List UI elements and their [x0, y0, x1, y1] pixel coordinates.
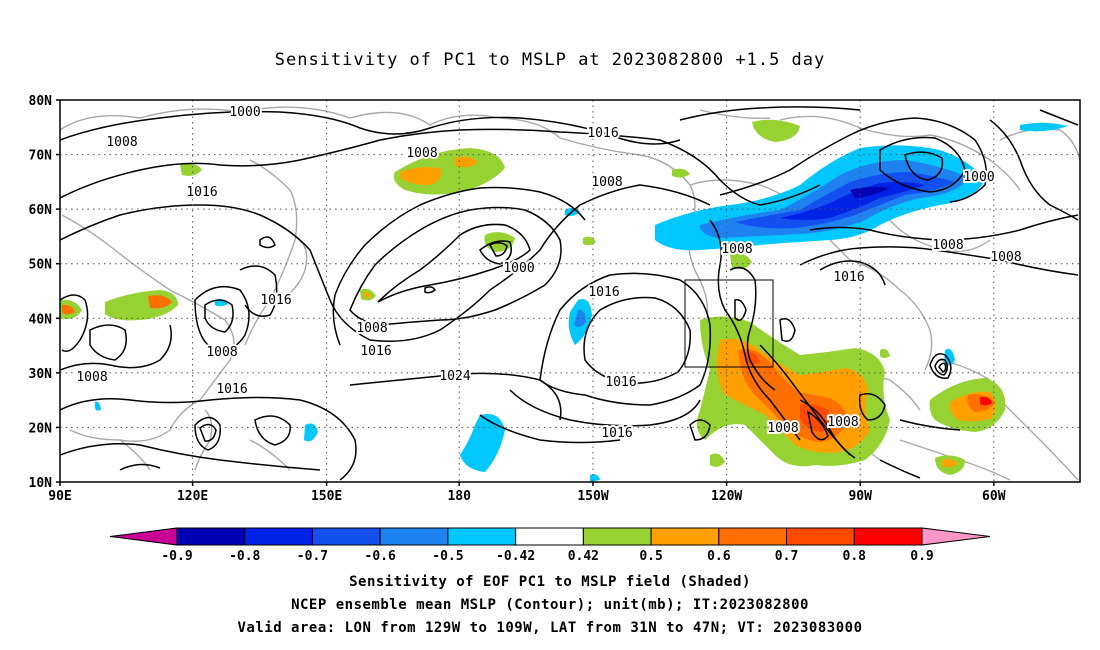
caption-line-3: Valid area: LON from 129W to 109W, LAT f…	[237, 620, 863, 636]
colorbar-swatch	[515, 527, 584, 546]
contour-label: 1008	[206, 345, 237, 360]
sensitivity-shading	[60, 119, 1068, 482]
contour-label: 1016	[216, 382, 247, 397]
colorbar-swatch	[786, 527, 855, 546]
contour-label: 1024	[439, 369, 470, 384]
colorbar-label: 0.7	[775, 549, 798, 564]
caption-line-2: NCEP ensemble mean MSLP (Contour); unit(…	[291, 597, 809, 613]
contour-label: 1008	[932, 238, 963, 253]
lat-label: 70N	[29, 149, 53, 164]
colorbar-swatch	[244, 527, 313, 546]
colorbar-swatch	[853, 527, 923, 546]
colorbar-high-triangle	[921, 527, 991, 546]
contour-label: 1008	[406, 146, 437, 161]
lat-label: 10N	[29, 476, 53, 491]
colorbar-label: 0.6	[707, 549, 731, 564]
lat-label: 20N	[29, 421, 53, 436]
lat-label: 60N	[29, 203, 53, 218]
contour-label: 1016	[186, 185, 217, 200]
lon-label: 90W	[848, 489, 872, 504]
caption-line-1: Sensitivity of EOF PC1 to MSLP field (Sh…	[349, 574, 751, 590]
colorbar-label: -0.6	[365, 549, 396, 564]
colorbar-swatch	[582, 527, 652, 546]
lat-label: 40N	[29, 312, 53, 327]
colorbar-low-triangle	[109, 527, 178, 546]
lon-label: 180	[447, 489, 471, 504]
lon-label: 60W	[982, 489, 1006, 504]
lon-label: 150E	[311, 489, 342, 504]
colorbar-label: -0.8	[229, 549, 260, 564]
map-title: Sensitivity of PC1 to MSLP at 2023082800…	[274, 50, 826, 70]
contour-labels: 1000 1008 1008 1016 1016 1008 1000 1016 1008 1016…	[74, 103, 1023, 443]
contour-label: 1000	[229, 105, 260, 120]
colorbar-swatch	[176, 527, 246, 546]
colorbar-swatch	[718, 527, 788, 546]
contour-label: 1016	[587, 126, 618, 141]
colorbar-label: -0.42	[496, 549, 535, 564]
colorbar-label: -0.7	[297, 549, 328, 564]
colorbar-label: 0.9	[910, 549, 933, 564]
contour-label: 1008	[356, 321, 387, 336]
lat-label: 30N	[29, 367, 53, 382]
contour-label: 1016	[588, 285, 619, 300]
tick-marks	[56, 99, 995, 486]
lon-label: 90E	[48, 489, 71, 504]
contour-label: 1000	[963, 170, 994, 185]
lat-labels: 80N 70N 60N 50N 40N 30N 20N 10N	[29, 94, 53, 491]
lon-label: 120E	[177, 489, 208, 504]
colorbar: -0.9 -0.8 -0.7 -0.6 -0.5 -0.42 0.42 0.5 0.6 0.7 0.…	[109, 527, 991, 564]
lon-label: 120W	[711, 489, 742, 504]
contour-label: 1016	[360, 344, 391, 359]
mslp-contours	[60, 106, 1079, 481]
contour-label: 1008	[591, 175, 622, 190]
contour-label: 1008	[767, 421, 798, 436]
contour-label: 1008	[827, 415, 858, 430]
contour-label: 1016	[601, 426, 632, 441]
colorbar-swatch	[379, 527, 449, 546]
contour-label: 1016	[833, 270, 864, 285]
valid-area-box	[684, 279, 774, 368]
map-frame	[59, 99, 1081, 483]
colorbar-label: -0.9	[161, 549, 192, 564]
colorbar-label: 0.42	[568, 549, 599, 564]
contour-label: 1000	[503, 261, 534, 276]
contour-label: 1016	[605, 375, 636, 390]
lon-labels: 90E 120E 150E 180 150W 120W 90W 60W	[48, 489, 1005, 504]
colorbar-label: 0.8	[843, 549, 867, 564]
contour-label: 1008	[990, 250, 1021, 265]
lat-label: 80N	[29, 94, 53, 109]
lon-label: 150W	[577, 489, 608, 504]
colorbar-label: -0.5	[432, 549, 463, 564]
contour-label: 1008	[106, 135, 137, 150]
colorbar-label: 0.5	[639, 549, 662, 564]
colorbar-swatch	[311, 527, 381, 546]
colorbar-swatch	[447, 527, 517, 546]
colorbar-swatch	[650, 527, 720, 546]
contour-label: 1008	[721, 242, 752, 257]
contour-label: 1008	[76, 370, 107, 385]
lat-label: 50N	[29, 258, 53, 273]
contour-label: 1016	[260, 293, 291, 308]
